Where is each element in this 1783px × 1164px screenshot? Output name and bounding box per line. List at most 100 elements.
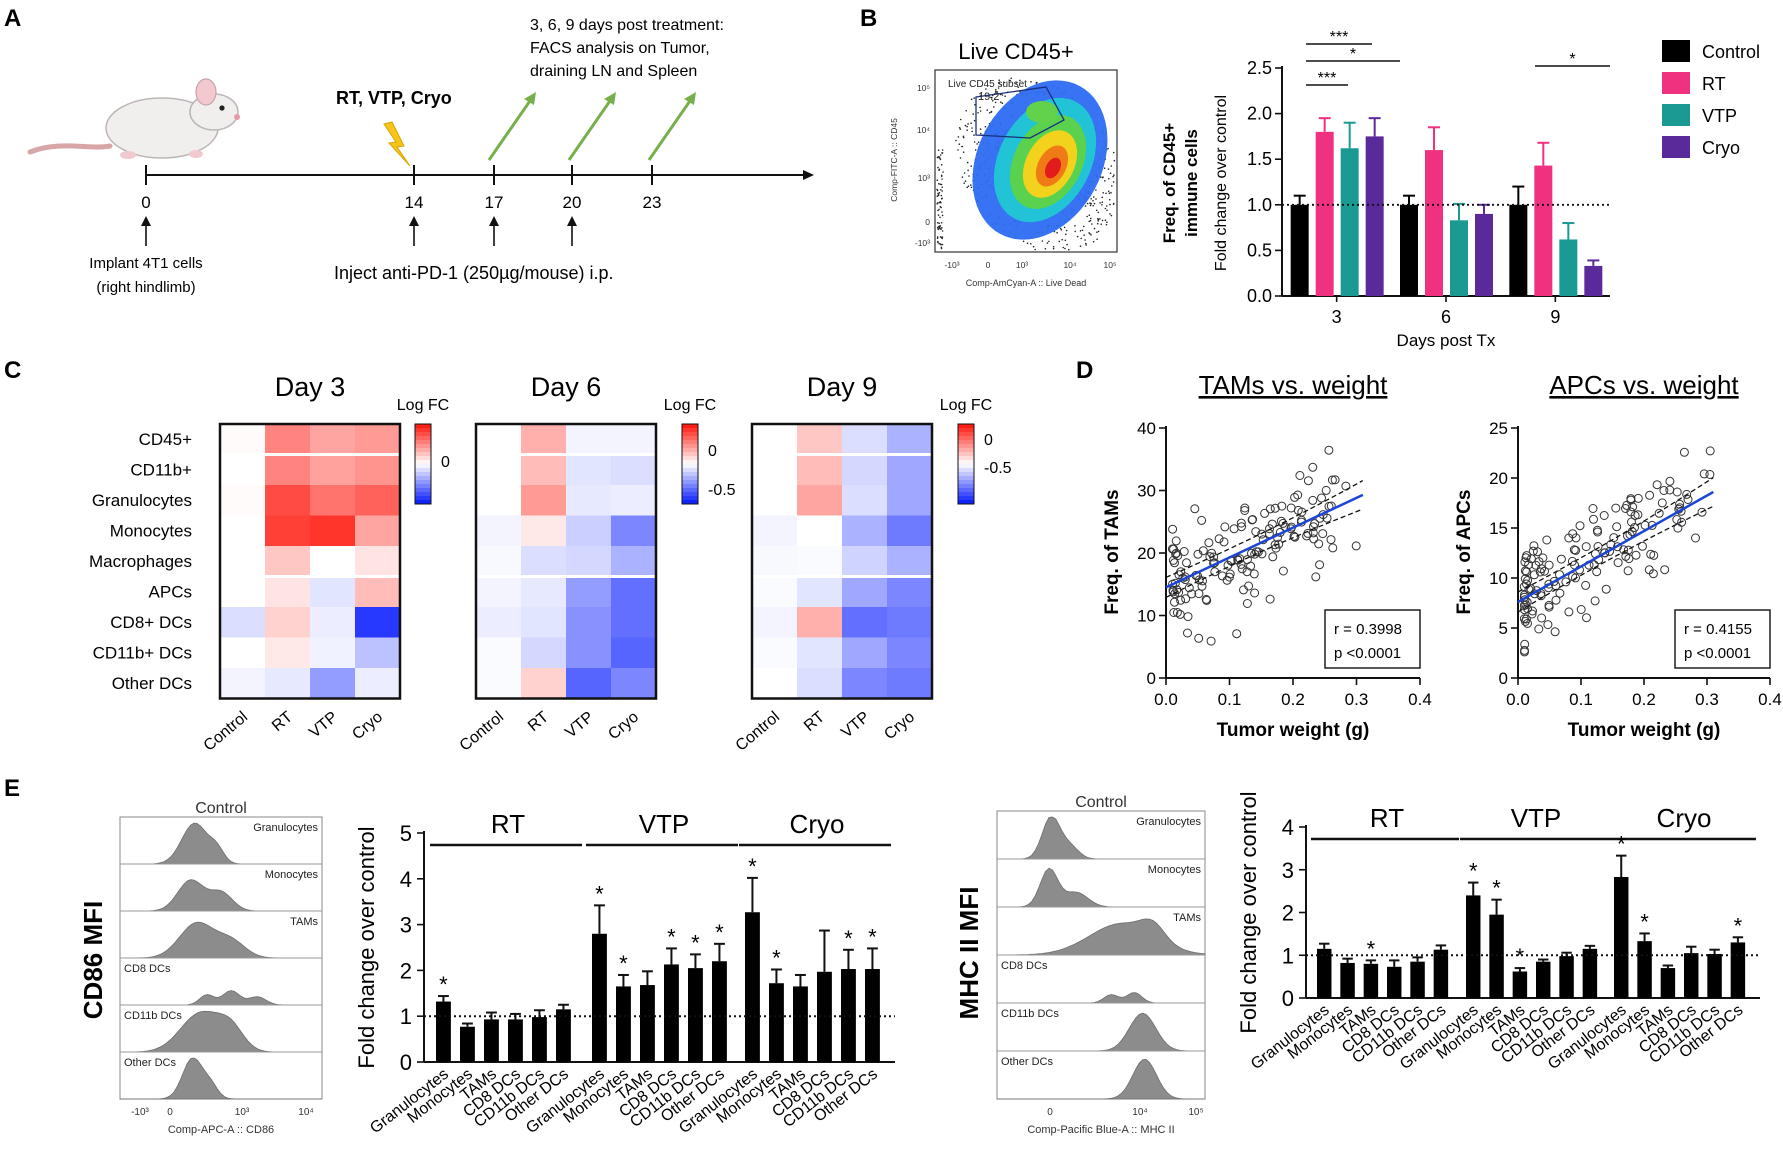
panel-e-mhc-histograms: Control Granulocytes Monocytes TAMs CD8 DCs C…: [954, 794, 1206, 1136]
flow-event: [937, 228, 940, 231]
heatmap-cell: [887, 515, 933, 547]
scatter-point: [1169, 608, 1179, 617]
heatmap-cell: [887, 637, 933, 669]
x-tick-label: 0.3: [1345, 690, 1369, 709]
heatmap-cell: [220, 607, 266, 638]
bar-cd11b-dcs: [532, 1017, 547, 1062]
heatmap-cell: [752, 546, 798, 577]
heatmap-frame: [218, 422, 402, 700]
legend-label-cryo: Cryo: [1702, 138, 1740, 158]
flow-event: [937, 192, 939, 195]
scatter-point: [1168, 579, 1178, 589]
group-label-vtp: VTP: [1511, 803, 1562, 833]
scatter-point: [1318, 529, 1328, 539]
scatter-point: [1633, 493, 1643, 503]
scatter-point: [1623, 566, 1633, 576]
histogram-population-label: CD11b DCs: [1001, 1008, 1059, 1020]
scatter-point: [1705, 446, 1715, 456]
analysis-arrow-day20: [567, 92, 616, 161]
heatmap-cell: [887, 454, 933, 486]
heatmap-cell: [611, 515, 657, 547]
heatmap-cell: [842, 576, 888, 608]
implant-note-2: (right hindlimb): [96, 279, 195, 296]
scatter-point: [1247, 515, 1257, 525]
heatmap-cell: [521, 576, 567, 608]
flow-event: [1102, 176, 1104, 178]
scatter-point: [1613, 558, 1623, 568]
flow-event: [1004, 95, 1006, 97]
flow-event: [970, 165, 972, 167]
flow-event: [1086, 202, 1089, 205]
colorbar-step: [958, 428, 974, 433]
bar-other-dcs: [556, 1009, 571, 1062]
heatmap-cell: [566, 637, 612, 669]
colorbar-frame: [414, 423, 432, 505]
heatmap-title: Day 9: [807, 372, 878, 402]
scatter-point: [1649, 550, 1659, 560]
flow-event: [959, 118, 962, 121]
heatmap-cell: [797, 454, 843, 486]
flow-event: [939, 183, 942, 186]
significance-star: *: [1469, 859, 1478, 884]
flow-event: [942, 171, 944, 173]
colorbar-step: [415, 440, 431, 445]
bar-cd11b-dcs: [1559, 956, 1574, 998]
regression-line: [1165, 493, 1364, 589]
heatmap-cell: [887, 607, 933, 638]
scatter-point: [1568, 529, 1578, 539]
flow-event: [1093, 227, 1096, 230]
heatmap-cell: [355, 637, 401, 669]
scatter-point: [1652, 480, 1662, 490]
scatter-point: [1309, 534, 1319, 544]
flow-event: [936, 179, 939, 181]
flow-x-tick: 0: [986, 260, 991, 270]
colorbar-step: [958, 432, 974, 437]
heatmap-cell: [566, 668, 612, 699]
heatmap-title: Day 6: [531, 372, 602, 402]
flow-event: [962, 135, 965, 138]
flow-event: [1083, 234, 1085, 236]
scatter-point: [1265, 524, 1274, 534]
scatter-point: [1627, 517, 1636, 527]
colorbar-step: [415, 468, 431, 473]
flow-event: [962, 151, 965, 153]
flow-event: [938, 156, 941, 158]
histogram-population-label: CD8 DCs: [1001, 960, 1048, 972]
flow-event: [973, 141, 976, 143]
y-tick-label: 2: [400, 958, 412, 983]
bar-control: [1509, 204, 1528, 296]
significance-star: *: [691, 930, 700, 955]
flow-event: [1106, 209, 1108, 212]
scatter-point: [1265, 594, 1275, 604]
stats-box: [1674, 609, 1771, 669]
scatter-point: [1310, 519, 1320, 529]
scatter-point: [1173, 551, 1183, 561]
flow-event: [1052, 247, 1055, 250]
scatter-point: [1172, 608, 1182, 617]
flow-event: [972, 113, 974, 115]
flow-event: [1092, 240, 1095, 243]
bar-tams: [484, 1019, 499, 1062]
flow-event: [1079, 230, 1082, 232]
flow-event: [990, 110, 993, 113]
colorbar-step: [415, 484, 431, 489]
flow-event: [939, 243, 942, 245]
colorbar-tick-label: 0: [708, 443, 717, 460]
y-tick-label: 1: [1282, 943, 1294, 968]
flow-event: [1106, 205, 1108, 207]
analysis-note-2: FACS analysis on Tumor,: [530, 40, 710, 57]
heatmap-cell: [797, 637, 843, 669]
timeline-arrowhead: [803, 170, 814, 180]
heatmap-cell: [521, 637, 567, 669]
flow-event: [966, 125, 968, 128]
scatter-point: [1537, 613, 1547, 623]
bar-tams: [640, 985, 655, 1062]
flow-event: [980, 132, 982, 135]
flow-event: [1084, 239, 1086, 241]
flow-event: [936, 221, 939, 224]
confidence-band-upper: [1517, 477, 1714, 593]
inject-arrow-day14: [409, 216, 419, 246]
heatmap-col-label: Control: [457, 709, 507, 755]
x-tick-label: 0.1: [1569, 690, 1593, 709]
scatter-point: [1544, 602, 1554, 612]
